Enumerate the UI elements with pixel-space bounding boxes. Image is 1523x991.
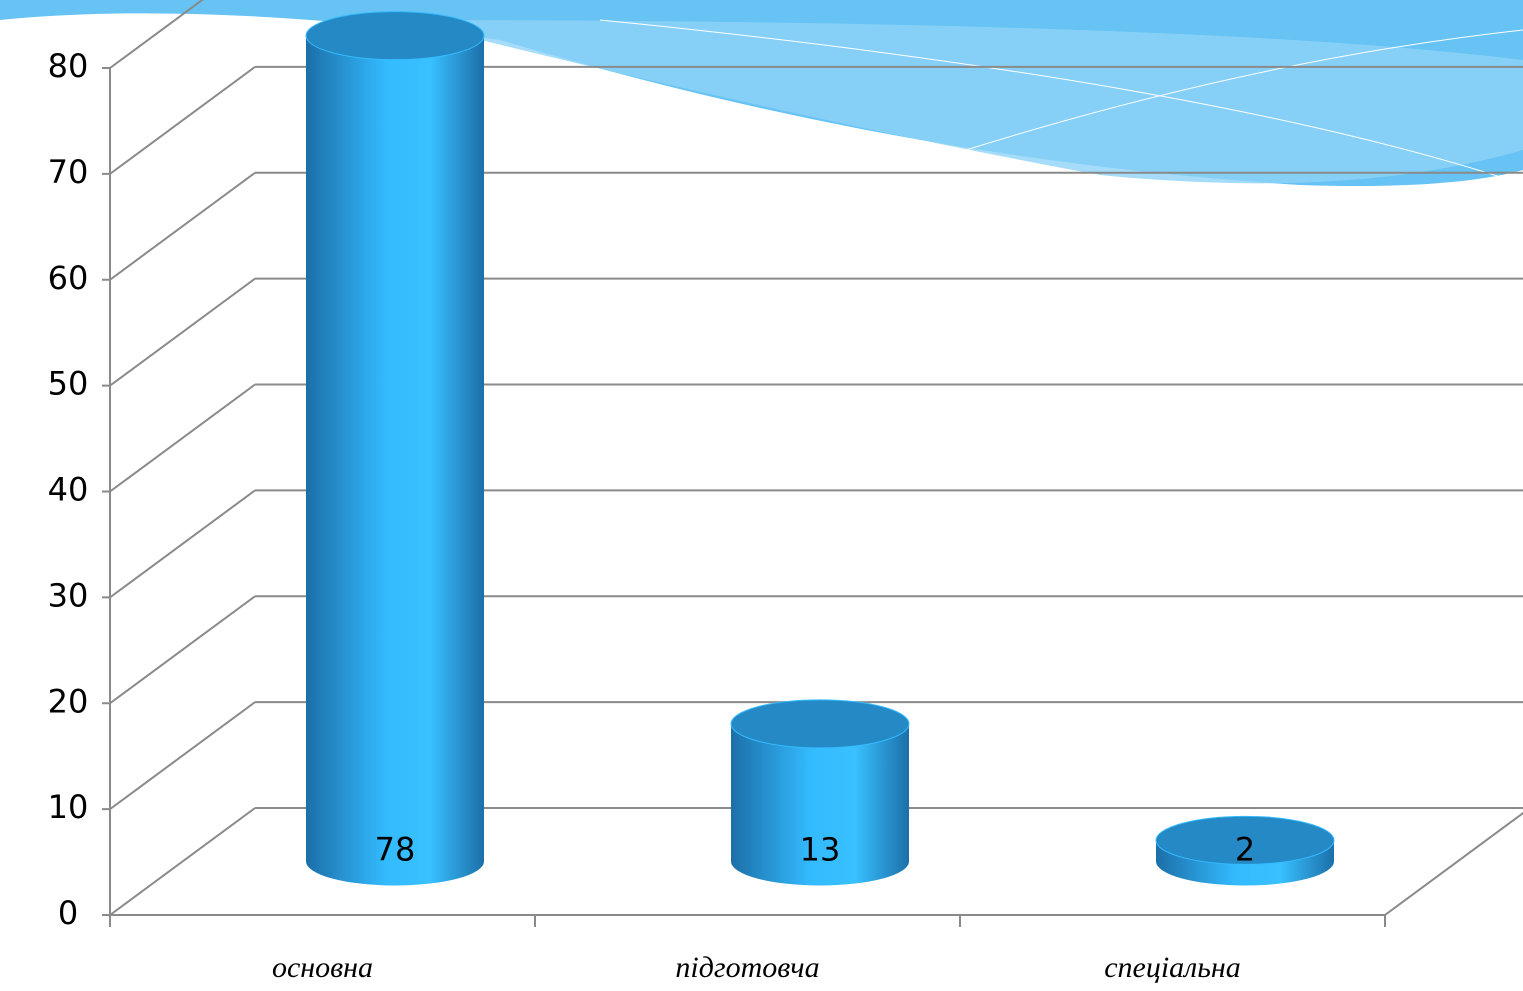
grid-line — [109, 277, 256, 387]
y-tick-label: 80 — [48, 47, 89, 85]
bar — [305, 11, 485, 886]
grid-line — [109, 701, 256, 810]
y-tick-label: 40 — [48, 471, 89, 509]
value-label: 2 — [1235, 831, 1255, 869]
y-tick-label: 0 — [58, 894, 78, 932]
x-tick-label: спеціальна — [1104, 951, 1241, 984]
grid-line — [109, 66, 256, 175]
grid-line — [109, 0, 204, 69]
y-tick-label: 70 — [48, 153, 89, 191]
grid-line — [109, 383, 256, 493]
grid-line — [109, 807, 256, 916]
grid-line — [109, 489, 256, 599]
grid-line — [109, 595, 256, 705]
y-tick-label: 60 — [48, 259, 89, 297]
bar — [730, 699, 910, 886]
value-label: 78 — [375, 831, 416, 869]
bar-top — [305, 11, 485, 61]
y-tick-label: 10 — [48, 788, 89, 826]
background-wave — [0, 0, 1523, 186]
bar-top — [730, 699, 910, 749]
grid-line — [109, 171, 256, 281]
bar-body — [731, 723, 909, 886]
bar-top — [1155, 815, 1335, 865]
y-tick-label: 50 — [48, 365, 89, 403]
x-tick-label: основна — [272, 951, 373, 984]
bars: 78 13 2 — [305, 11, 1335, 886]
x-tick-label: підготовча — [675, 951, 819, 984]
floor-edge — [1384, 811, 1523, 916]
bar-body — [306, 35, 484, 886]
value-label: 13 — [800, 831, 841, 869]
bar — [1155, 815, 1335, 886]
y-tick-label: 20 — [48, 682, 89, 720]
y-tick-label: 30 — [48, 576, 89, 614]
